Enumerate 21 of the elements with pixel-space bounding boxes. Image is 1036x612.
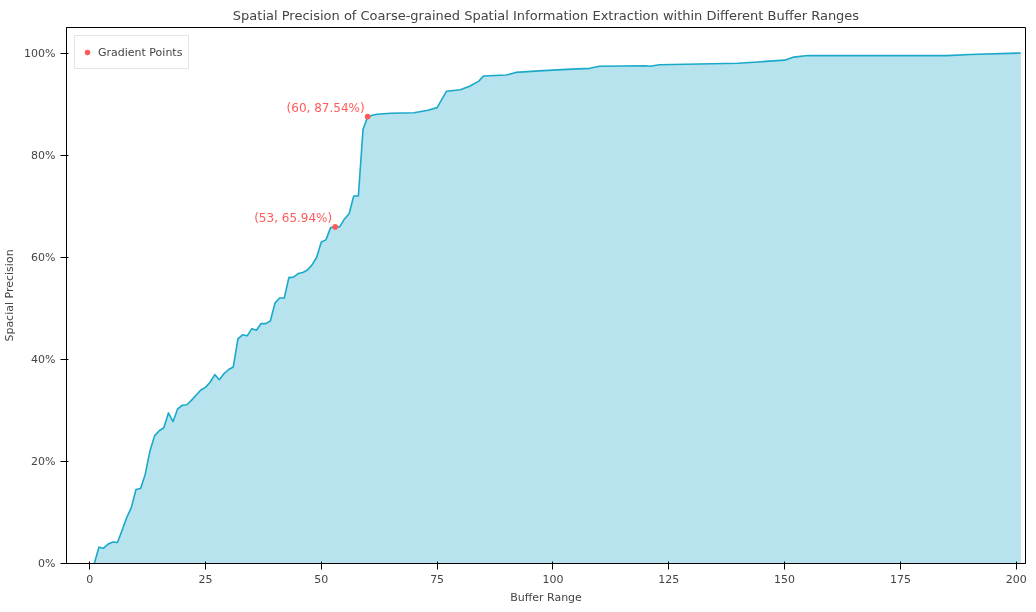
x-tick-label: 100	[542, 572, 564, 586]
x-tick-label: 0	[86, 572, 94, 586]
chart-title: Spatial Precision of Coarse-grained Spatial Information Extraction within Different Buffer Ranges	[232, 7, 860, 23]
y-tick-label: 100%	[24, 46, 56, 60]
data-label: (53, 65.94%)	[254, 210, 333, 225]
y-tick-label: 20%	[31, 454, 56, 468]
x-tick-label: 50	[314, 572, 329, 586]
y-tick-label: 60%	[31, 250, 56, 264]
x-tick-label: 75	[430, 572, 445, 586]
x-tick-label: 25	[198, 572, 213, 586]
x-tick-label: 200	[1005, 572, 1027, 586]
legend-label: Gradient Points	[98, 45, 183, 59]
x-tick-label: 150	[774, 572, 796, 586]
x-tick-label: 175	[889, 572, 911, 586]
y-tick-label: 80%	[31, 148, 56, 162]
x-axis-title: Buffer Range	[510, 590, 583, 604]
y-tick-label: 0%	[38, 557, 56, 570]
data-label: (60, 87.54%)	[286, 100, 365, 115]
x-tick-label: 125	[658, 572, 680, 586]
y-axis-title: Spacial Precision	[3, 249, 17, 342]
y-tick-label: 40%	[31, 352, 56, 366]
